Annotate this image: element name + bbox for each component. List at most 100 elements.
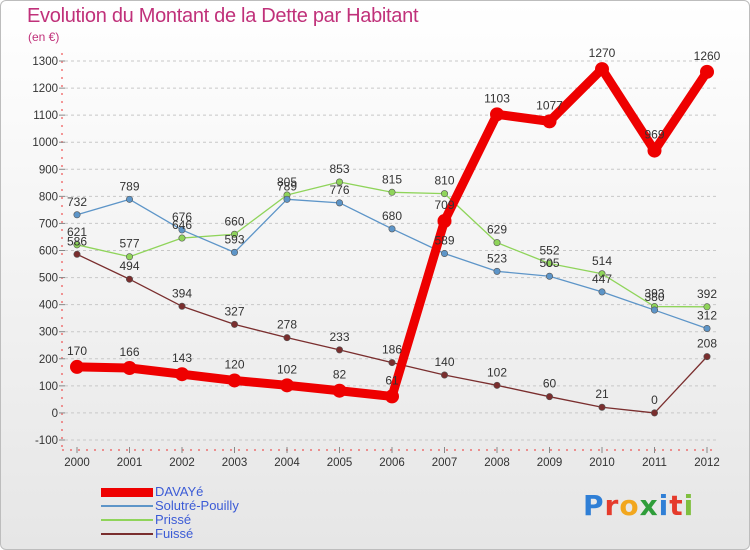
data-label-priss-: 853 <box>329 162 349 176</box>
data-label-priss-: 629 <box>487 223 507 237</box>
data-label-priss-: 810 <box>434 174 454 188</box>
legend-label-solutre-pouilly: Solutré-Pouilly <box>155 498 239 513</box>
data-label-fuiss-: 186 <box>382 343 402 357</box>
data-label-davay-: 1260 <box>694 49 721 63</box>
data-label-davay-: 102 <box>277 362 297 376</box>
proxiti-logo: Proxiti <box>583 489 694 522</box>
data-label-priss-: 514 <box>592 254 612 268</box>
x-tick-label: 2007 <box>432 457 458 469</box>
data-point-davay- <box>280 378 294 393</box>
data-point-fuiss- <box>231 320 239 328</box>
chart-subtitle: (en €) <box>28 30 60 44</box>
data-label-solutr-pouilly: 380 <box>644 290 664 304</box>
y-tick-label: 200 <box>39 354 58 366</box>
data-point-fuiss- <box>545 393 553 401</box>
y-tick-label: 800 <box>39 191 58 203</box>
data-point-davay- <box>490 107 504 122</box>
data-label-davay-: 1077 <box>536 98 563 112</box>
y-tick-label: 1000 <box>32 137 58 149</box>
data-point-solutr-pouilly <box>126 195 134 203</box>
data-label-fuiss-: 233 <box>329 330 349 344</box>
logo-letter: P <box>583 489 605 522</box>
logo-letter: i <box>683 489 695 522</box>
data-label-fuiss-: 140 <box>434 355 454 369</box>
data-label-davay-: 170 <box>67 344 87 358</box>
x-tick-label: 2011 <box>642 457 667 469</box>
data-point-solutr-pouilly <box>73 211 81 219</box>
data-label-solutr-pouilly: 312 <box>697 308 717 322</box>
data-label-davay-: 709 <box>434 198 454 212</box>
data-point-davay- <box>542 114 557 129</box>
data-label-fuiss-: 394 <box>172 286 192 300</box>
data-point-priss- <box>545 259 553 267</box>
data-point-davay- <box>70 359 84 374</box>
data-point-fuiss- <box>493 381 501 389</box>
data-point-priss- <box>388 188 396 196</box>
data-point-solutr-pouilly <box>545 272 553 280</box>
data-label-priss-: 393 <box>644 287 664 301</box>
logo-letter: x <box>639 489 659 522</box>
data-point-priss- <box>73 241 81 249</box>
data-label-davay-: 1270 <box>589 46 616 60</box>
data-point-fuiss- <box>126 275 134 283</box>
data-point-fuiss- <box>388 359 396 367</box>
data-label-priss-: 646 <box>172 218 192 232</box>
data-point-solutr-pouilly <box>440 249 448 257</box>
data-point-solutr-pouilly <box>335 199 343 207</box>
data-label-priss-: 621 <box>67 225 87 239</box>
data-label-fuiss-: 60 <box>543 377 557 391</box>
data-point-davay- <box>595 62 609 77</box>
logo-letter: t <box>669 489 684 522</box>
data-point-fuiss- <box>73 250 81 258</box>
data-point-davay- <box>647 143 662 158</box>
data-point-priss- <box>598 270 606 278</box>
y-tick-label: 400 <box>39 300 58 312</box>
data-label-solutr-pouilly: 447 <box>592 272 612 286</box>
data-label-davay-: 1103 <box>484 91 510 105</box>
data-label-solutr-pouilly: 593 <box>224 232 244 246</box>
data-point-priss- <box>231 230 239 238</box>
data-label-priss-: 577 <box>119 237 139 251</box>
data-label-fuiss-: 208 <box>697 337 717 351</box>
y-tick-label: 1200 <box>32 83 58 95</box>
logo-letter: o <box>619 489 640 522</box>
legend-swatch-prisse <box>101 519 153 521</box>
data-point-fuiss- <box>178 302 186 310</box>
y-tick-label: 1100 <box>33 110 58 122</box>
data-point-solutr-pouilly <box>650 306 658 314</box>
data-label-fuiss-: 494 <box>119 259 139 273</box>
data-label-solutr-pouilly: 789 <box>119 179 139 193</box>
data-label-priss-: 392 <box>697 287 717 301</box>
data-label-priss-: 660 <box>224 214 244 228</box>
data-point-fuiss- <box>703 353 711 361</box>
data-label-priss-: 805 <box>277 175 297 189</box>
legend-swatch-davaye <box>101 487 153 497</box>
logo-letter: r <box>604 489 620 522</box>
data-label-solutr-pouilly: 776 <box>329 183 349 197</box>
x-tick-label: 2010 <box>589 457 615 469</box>
data-point-solutr-pouilly <box>231 248 239 256</box>
x-tick-label: 2009 <box>537 457 563 469</box>
data-point-solutr-pouilly <box>493 267 501 275</box>
data-point-priss- <box>703 303 711 311</box>
x-tick-label: 2005 <box>327 457 353 469</box>
data-label-davay-: 120 <box>224 357 244 371</box>
legend-swatch-fuisse <box>101 533 153 535</box>
x-tick-label: 2008 <box>484 457 510 469</box>
data-label-davay-: 143 <box>172 351 192 365</box>
legend-label-fuisse: Fuissé <box>155 526 194 541</box>
data-point-priss- <box>493 239 501 247</box>
data-point-davay- <box>700 64 714 79</box>
data-point-fuiss- <box>440 371 448 379</box>
y-tick-label: -100 <box>35 435 58 447</box>
y-tick-label: 600 <box>39 246 58 258</box>
y-tick-label: 500 <box>39 273 58 285</box>
data-point-fuiss- <box>335 346 343 354</box>
data-point-solutr-pouilly <box>178 226 186 234</box>
data-label-fuiss-: 21 <box>595 387 609 401</box>
x-tick-label: 2003 <box>222 457 248 469</box>
data-point-davay- <box>437 213 452 228</box>
data-point-davay- <box>122 360 137 375</box>
